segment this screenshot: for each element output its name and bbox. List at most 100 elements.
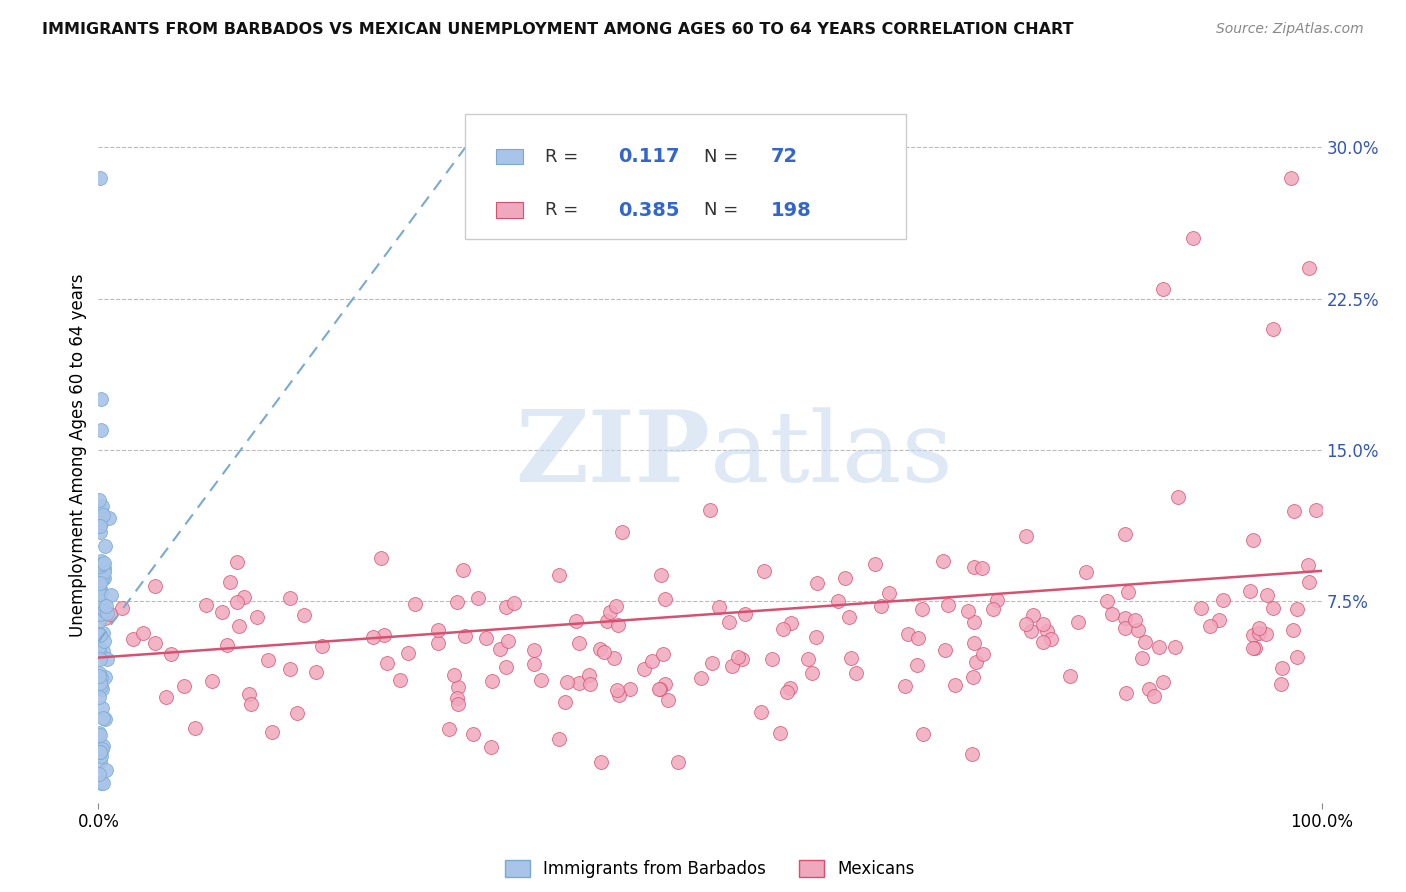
Point bbox=[93, 565, 115, 579]
Point bbox=[593, 644, 616, 658]
Point bbox=[983, 601, 1005, 615]
Point bbox=[641, 654, 664, 668]
Text: R =: R = bbox=[546, 147, 583, 166]
Point bbox=[1305, 503, 1327, 517]
Point bbox=[89, 567, 111, 582]
Point bbox=[90, 506, 112, 520]
Point bbox=[1282, 623, 1305, 637]
Point bbox=[772, 622, 794, 636]
Point bbox=[877, 586, 900, 600]
Point bbox=[1241, 628, 1264, 642]
Point bbox=[1247, 626, 1270, 640]
Point bbox=[1019, 624, 1042, 638]
Point bbox=[734, 607, 756, 621]
Point bbox=[648, 682, 671, 697]
Point bbox=[396, 646, 419, 660]
Point bbox=[218, 575, 240, 590]
Point bbox=[87, 681, 110, 695]
Point bbox=[94, 539, 117, 553]
Point bbox=[1114, 621, 1136, 635]
Point bbox=[475, 631, 498, 645]
Point bbox=[806, 575, 828, 590]
Point bbox=[699, 503, 721, 517]
Point bbox=[657, 693, 679, 707]
Point bbox=[481, 673, 503, 688]
Point bbox=[1152, 281, 1174, 295]
Point bbox=[90, 392, 112, 407]
Point bbox=[1101, 607, 1123, 622]
Point bbox=[776, 685, 799, 699]
Point bbox=[93, 560, 115, 574]
Point bbox=[700, 656, 723, 670]
Point bbox=[718, 615, 741, 630]
Point bbox=[1199, 618, 1222, 632]
Point bbox=[690, 671, 713, 685]
Point bbox=[1040, 632, 1063, 647]
Point bbox=[912, 727, 935, 741]
Point bbox=[90, 701, 112, 715]
Point bbox=[87, 690, 110, 705]
Point bbox=[579, 677, 602, 691]
Point bbox=[565, 614, 588, 628]
Point bbox=[721, 659, 744, 673]
Point bbox=[89, 645, 111, 659]
Point bbox=[578, 668, 600, 682]
Point bbox=[463, 727, 485, 741]
Text: ZIP: ZIP bbox=[515, 407, 710, 503]
Point bbox=[523, 657, 546, 671]
Point bbox=[1256, 588, 1278, 602]
Point bbox=[965, 655, 987, 669]
Point bbox=[238, 687, 260, 701]
Point bbox=[90, 554, 112, 568]
Text: atlas: atlas bbox=[710, 407, 953, 503]
Point bbox=[1298, 575, 1320, 590]
Point bbox=[1022, 607, 1045, 622]
Point bbox=[89, 745, 111, 759]
Point bbox=[90, 516, 112, 531]
Point bbox=[373, 628, 395, 642]
Point bbox=[488, 641, 510, 656]
Point bbox=[143, 636, 166, 650]
Point bbox=[446, 595, 468, 609]
Point bbox=[93, 571, 115, 585]
Point bbox=[905, 658, 928, 673]
Point bbox=[89, 628, 111, 642]
Point bbox=[90, 748, 112, 763]
Point bbox=[530, 673, 553, 687]
Point bbox=[89, 755, 111, 769]
Point bbox=[1189, 600, 1212, 615]
Point bbox=[943, 678, 966, 692]
Point bbox=[1059, 669, 1081, 683]
Text: 72: 72 bbox=[772, 147, 799, 166]
Point bbox=[451, 563, 474, 577]
Point bbox=[91, 598, 114, 612]
Point bbox=[602, 651, 624, 665]
Point bbox=[388, 673, 411, 687]
Point bbox=[962, 670, 984, 684]
Point bbox=[1182, 231, 1205, 245]
Point bbox=[1116, 585, 1139, 599]
Point bbox=[932, 554, 955, 568]
Point bbox=[89, 576, 111, 591]
Point bbox=[427, 623, 450, 637]
Point bbox=[1167, 490, 1189, 504]
Point bbox=[305, 665, 328, 679]
Point bbox=[211, 606, 233, 620]
Point bbox=[93, 611, 115, 625]
Point bbox=[963, 636, 986, 650]
Point bbox=[98, 510, 121, 524]
Point bbox=[90, 503, 112, 517]
Point bbox=[1256, 627, 1278, 641]
Point bbox=[1137, 682, 1160, 697]
Point bbox=[1244, 641, 1267, 656]
Point bbox=[215, 638, 238, 652]
Point bbox=[1135, 634, 1157, 648]
Point bbox=[91, 739, 114, 754]
Point bbox=[91, 508, 114, 523]
Point bbox=[93, 634, 115, 648]
Point bbox=[467, 591, 489, 605]
Point bbox=[94, 599, 117, 614]
Point bbox=[1279, 170, 1302, 185]
Y-axis label: Unemployment Among Ages 60 to 64 years: Unemployment Among Ages 60 to 64 years bbox=[69, 273, 87, 637]
Point bbox=[588, 642, 610, 657]
